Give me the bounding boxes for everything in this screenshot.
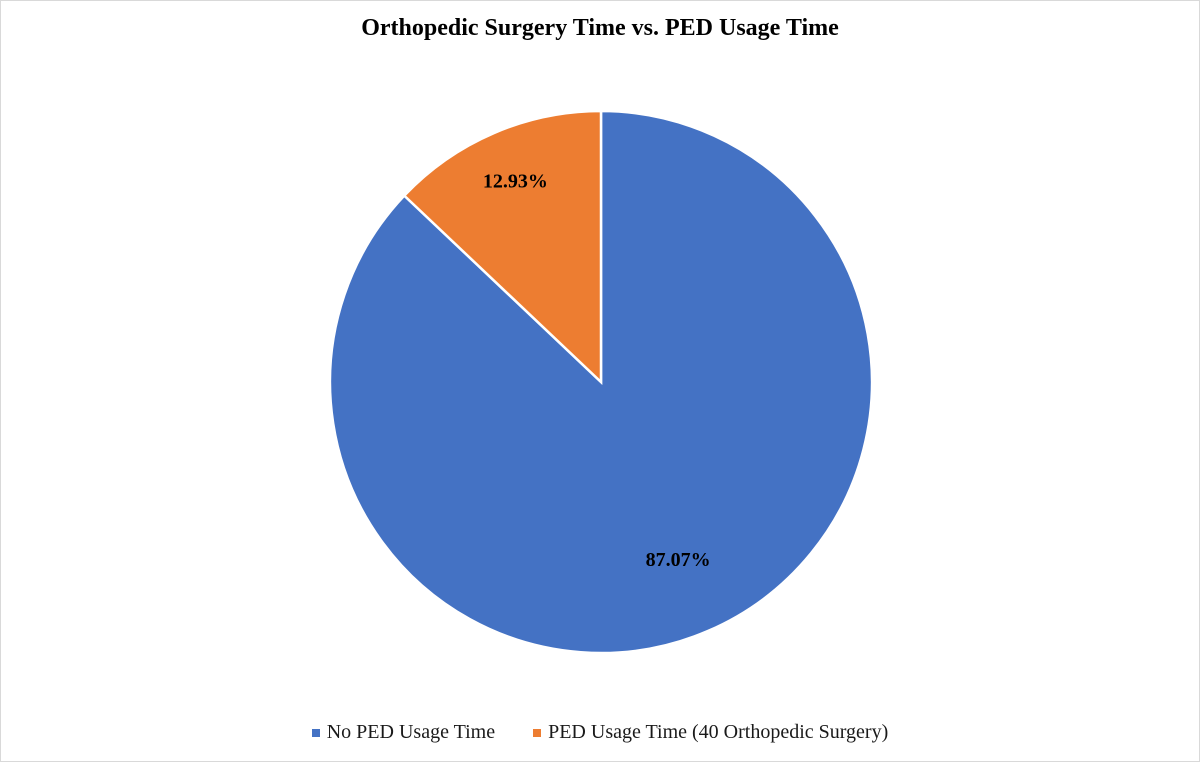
legend-item-no-ped: No PED Usage Time xyxy=(311,721,496,744)
pie-slice xyxy=(328,109,874,655)
slice-data-label: 12.93% xyxy=(483,170,548,192)
legend-item-ped: PED Usage Time (40 Orthopedic Surgery) xyxy=(533,721,888,744)
slice-data-label: 87.07% xyxy=(646,549,711,571)
legend-swatch xyxy=(311,728,320,737)
legend-label: No PED Usage Time xyxy=(326,721,496,743)
legend: No PED Usage Time PED Usage Time (40 Ort… xyxy=(1,721,1199,744)
legend-swatch xyxy=(533,728,542,737)
chart-title: Orthopedic Surgery Time vs. PED Usage Ti… xyxy=(361,15,839,41)
pie-slice xyxy=(402,109,603,385)
legend-label: PED Usage Time (40 Orthopedic Surgery) xyxy=(548,721,889,743)
